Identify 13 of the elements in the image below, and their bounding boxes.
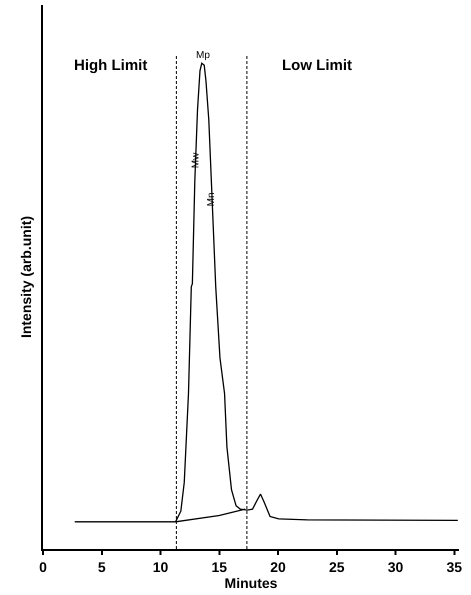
x-tick-label: 30	[388, 558, 404, 575]
x-tick-label: 5	[98, 558, 106, 575]
x-tick-label: 15	[211, 558, 228, 575]
annotation: High Limit	[74, 57, 148, 74]
y-axis-title: Intensity (arb.unit)	[18, 216, 34, 338]
x-tick-label: 25	[329, 558, 345, 575]
x-tick-label: 20	[270, 558, 286, 575]
x-tick-label: 0	[39, 558, 48, 575]
x-tick-label: 35	[446, 558, 462, 575]
x-axis-title: Minutes	[224, 574, 278, 591]
annotation: Mp	[196, 50, 210, 61]
annotation: Low Limit	[282, 57, 352, 74]
x-tick-label: 10	[152, 558, 169, 575]
